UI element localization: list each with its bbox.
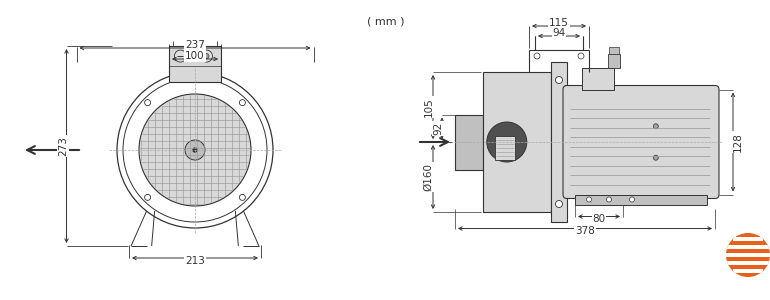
Bar (455, 115, 483, 170)
Circle shape (587, 197, 591, 202)
Bar (728, 245, 768, 249)
Circle shape (534, 53, 540, 59)
Circle shape (239, 100, 246, 106)
Bar (483, 72, 551, 212)
Circle shape (487, 122, 527, 162)
Circle shape (653, 124, 658, 129)
Circle shape (555, 200, 563, 208)
Circle shape (578, 53, 584, 59)
Text: 128: 128 (732, 132, 742, 152)
Circle shape (139, 94, 251, 206)
Bar (732, 237, 764, 241)
Circle shape (145, 100, 151, 106)
Circle shape (193, 148, 197, 152)
Circle shape (607, 197, 611, 202)
Bar (551, 62, 567, 222)
Text: 100: 100 (186, 51, 205, 61)
Circle shape (185, 140, 205, 160)
Text: 94: 94 (552, 28, 566, 38)
Circle shape (630, 197, 634, 202)
Text: Ø160: Ø160 (423, 163, 433, 191)
Circle shape (555, 76, 563, 83)
Text: 213: 213 (185, 256, 205, 266)
Text: 80: 80 (592, 214, 605, 224)
Circle shape (239, 194, 246, 200)
Circle shape (175, 50, 186, 62)
Text: 92: 92 (433, 122, 443, 135)
Text: 237: 237 (185, 40, 205, 50)
Text: 105: 105 (424, 97, 434, 117)
Text: ( mm ): ( mm ) (367, 17, 404, 27)
Bar (732, 269, 764, 273)
Bar (608, 53, 620, 68)
Text: 273: 273 (58, 136, 68, 156)
Circle shape (653, 155, 658, 160)
Bar (726, 253, 770, 257)
Bar (728, 261, 768, 265)
Bar (582, 68, 614, 89)
FancyBboxPatch shape (563, 85, 719, 199)
Circle shape (726, 233, 770, 277)
Bar (169, 46, 221, 82)
Text: 115: 115 (549, 17, 569, 28)
Bar (495, 136, 515, 160)
Circle shape (204, 54, 209, 58)
Bar (575, 194, 707, 205)
Bar (609, 46, 619, 53)
Circle shape (200, 50, 213, 62)
Circle shape (145, 194, 151, 200)
Text: 378: 378 (575, 226, 595, 236)
